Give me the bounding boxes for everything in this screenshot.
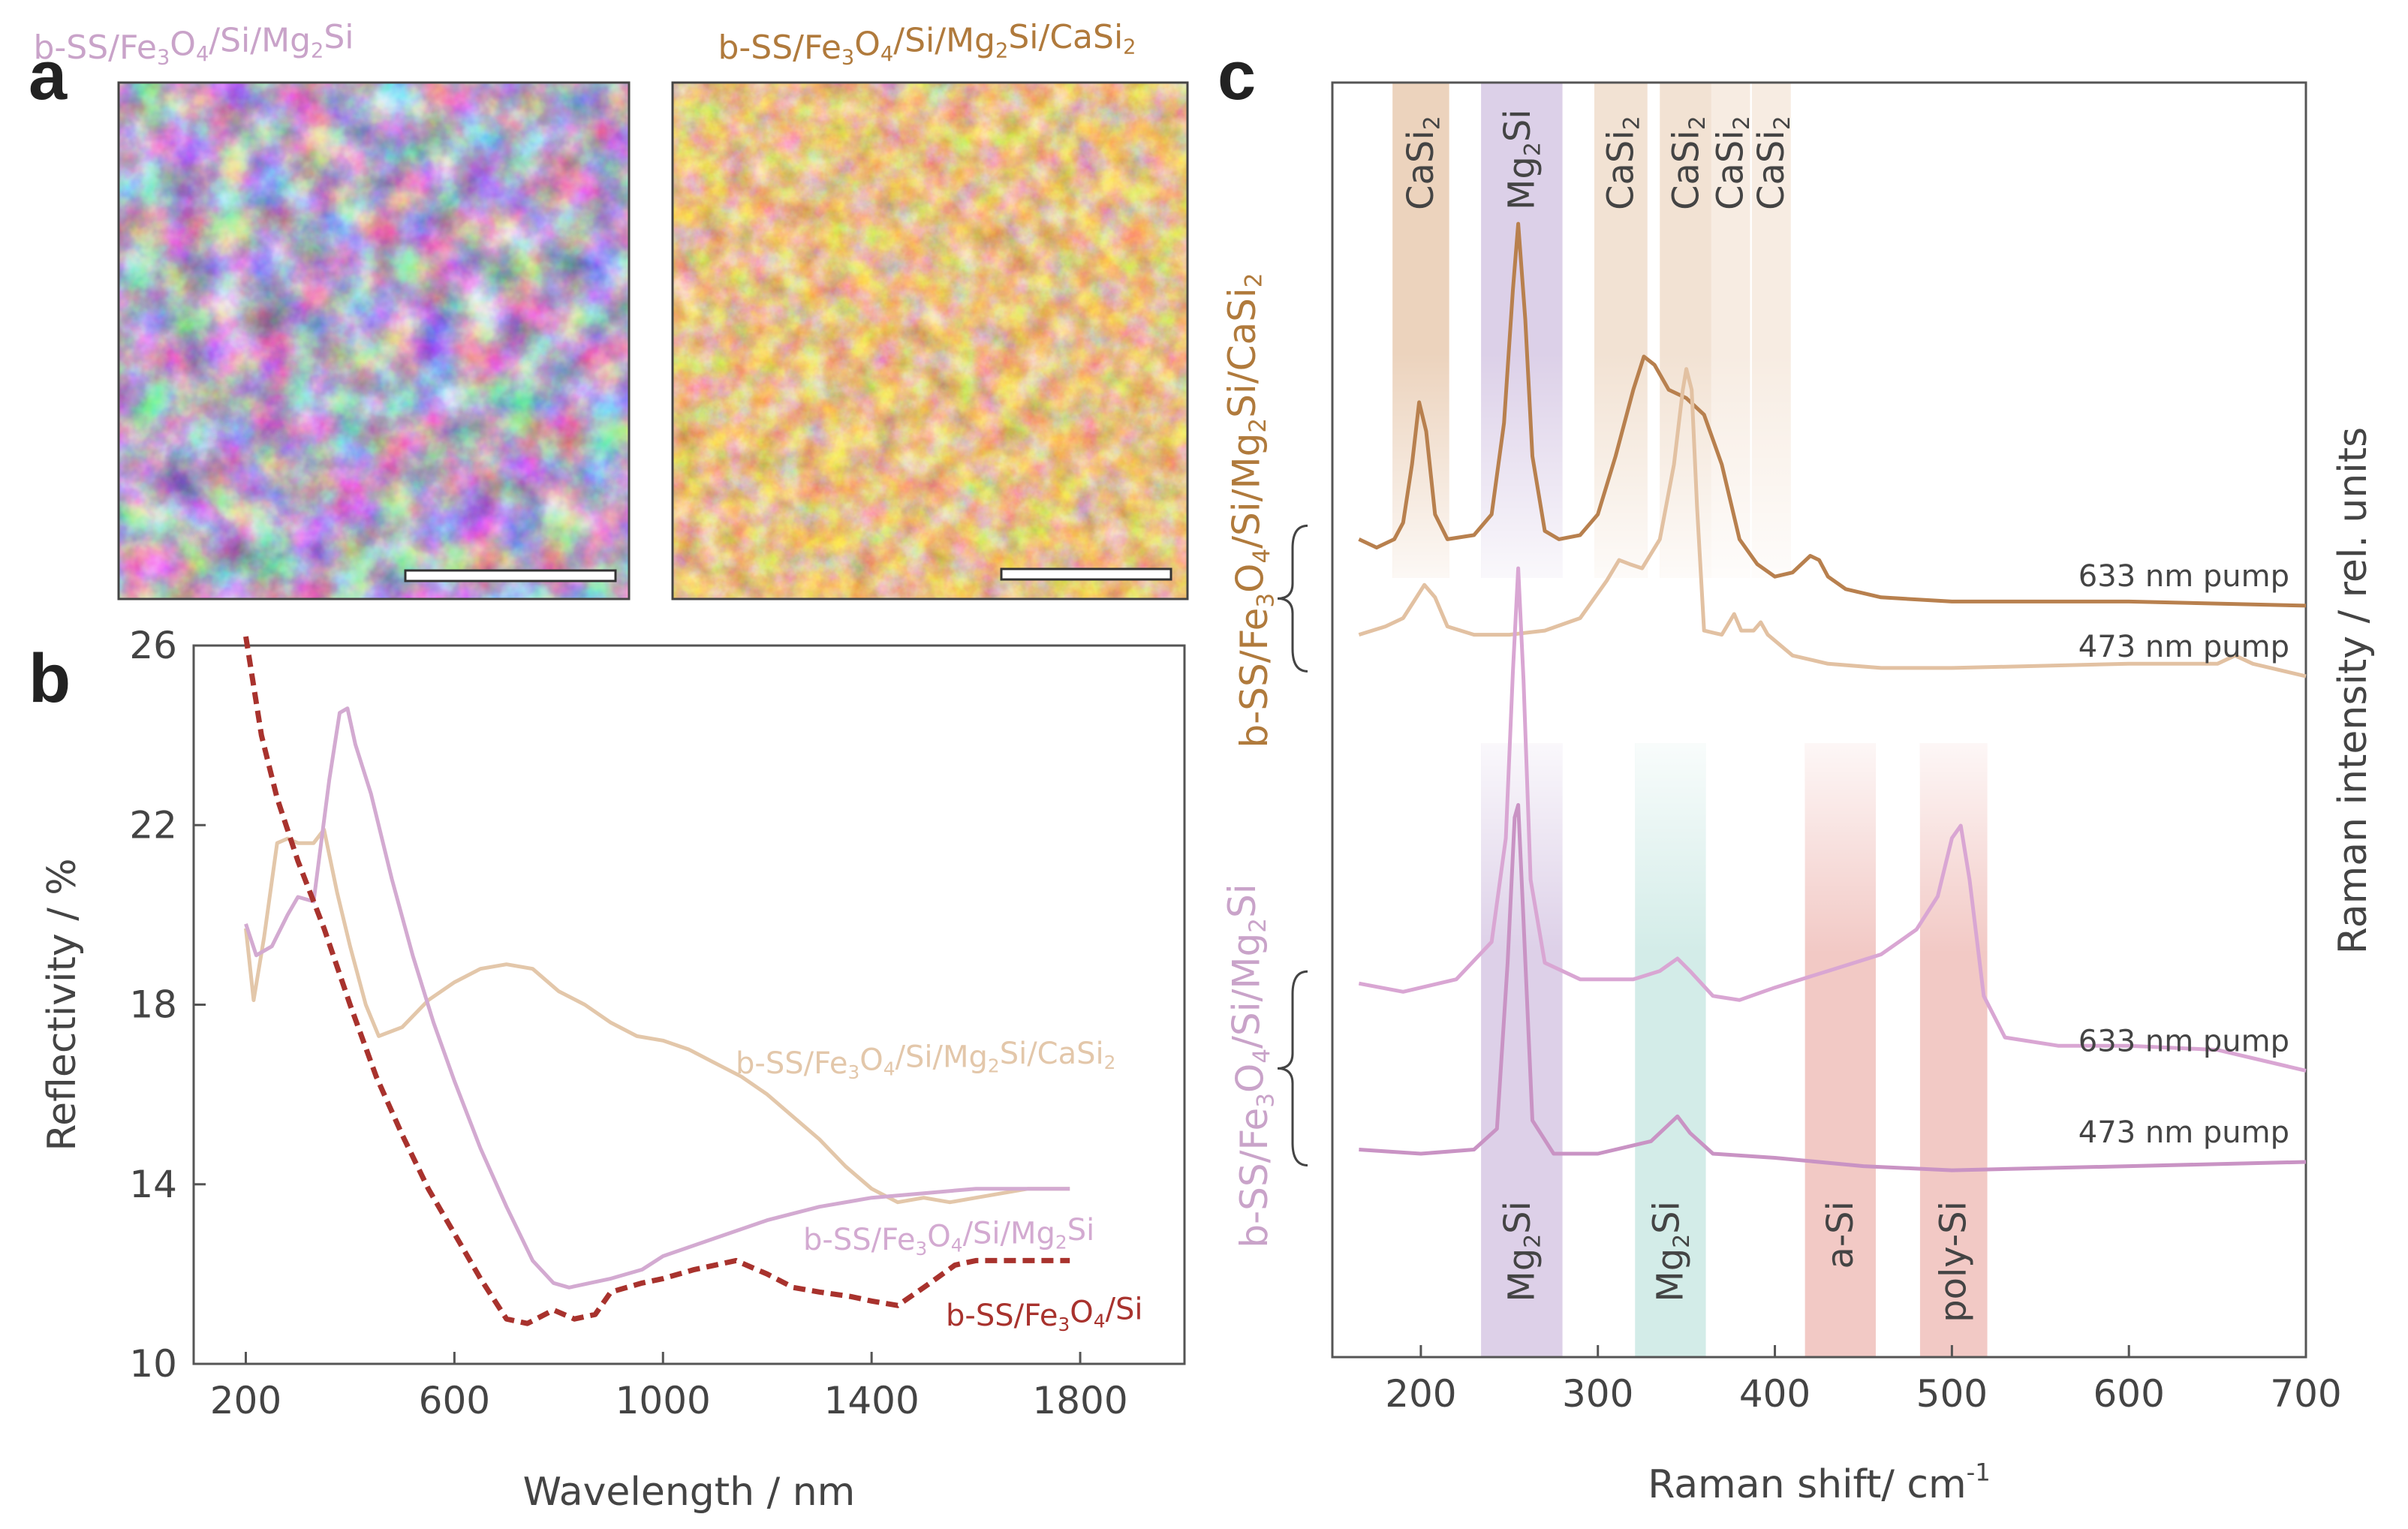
reflectivity-series-line [244, 827, 1070, 1205]
panel-letter-c: c [1218, 38, 1256, 114]
x-tick-label: 1400 [824, 1379, 920, 1422]
x-tick-label: 700 [2270, 1372, 2341, 1416]
raman-chart: CaSi2Mg2SiCaSi2CaSi2CaSi2CaSi2Mg2SiMg2Si… [1221, 81, 2376, 1507]
raman-band-label: CaSi2 [1666, 116, 1711, 210]
raman-band-fade [1635, 743, 1706, 953]
group-bracket-label: b-SS/Fe3O4/Si/Mg2Si/CaSi2 [1221, 272, 1280, 748]
pump-label: 473 nm pump [2078, 630, 2289, 664]
scale-bar [404, 569, 617, 582]
sem-image-right-title: b-SS/Fe3O4/Si/Mg2Si/CaSi2 [718, 18, 1136, 70]
x-tick-label: 200 [1385, 1372, 1456, 1416]
panel-letter-a: a [29, 38, 68, 114]
y-axis-title: Reflectivity / % [40, 858, 85, 1151]
pump-label: 473 nm pump [2078, 1115, 2289, 1150]
raman-series-line [1358, 367, 2307, 679]
x-tick-label: 1000 [616, 1379, 711, 1422]
raman-band-label: CaSi2 [1600, 116, 1645, 210]
y-tick-label: 10 [129, 1342, 177, 1386]
raman-band-label: a-Si [1820, 1201, 1862, 1269]
x-tick-label: 600 [2093, 1372, 2164, 1416]
raman-band-fade [1751, 353, 1791, 578]
x-tick-label: 500 [1916, 1372, 1988, 1416]
series-label: b-SS/Fe3O4/Si/Mg2Si/CaSi2 [736, 1037, 1115, 1083]
raman-band-fade [1594, 353, 1648, 578]
y-tick-label: 18 [129, 983, 177, 1027]
group-bracket-label: b-SS/Fe3O4/Si/Mg2Si [1221, 883, 1280, 1248]
y-tick-label: 14 [129, 1163, 177, 1206]
raman-series-line [1359, 802, 2307, 1172]
series-label: b-SS/Fe3O4/Si/Mg2Si [803, 1213, 1094, 1260]
y-tick-label: 22 [129, 803, 177, 847]
y-axis-title: Raman intensity / rel. units [2331, 427, 2376, 954]
x-axis-title: Raman shift/ cm-1 [1648, 1458, 1991, 1507]
sem-image-left [117, 81, 631, 600]
sem-image-right [671, 81, 1189, 600]
series-label: b-SS/Fe3O4/Si [946, 1292, 1143, 1335]
raman-band-fade [1481, 353, 1563, 578]
sem-image-left-title: b-SS/Fe3O4/Si/Mg2Si [33, 18, 354, 70]
scale-bar [1000, 567, 1172, 581]
x-tick-label: 1800 [1032, 1379, 1127, 1422]
raman-band-fade [1392, 353, 1449, 578]
raman-band-label: CaSi2 [1750, 116, 1795, 210]
x-tick-label: 200 [210, 1379, 281, 1422]
raman-band-label: CaSi2 [1710, 116, 1755, 210]
panel-letter-b: b [29, 640, 71, 717]
pump-label: 633 nm pump [2078, 559, 2289, 594]
pump-label: 633 nm pump [2078, 1024, 2289, 1058]
plot-frame [192, 644, 1186, 1365]
reflectivity-series-line [243, 636, 1070, 1326]
raman-series-line [1358, 566, 2307, 1073]
raman-series-line [1358, 221, 2307, 608]
raman-band-label: poly-Si [1933, 1201, 1975, 1323]
x-tick-label: 600 [419, 1379, 490, 1422]
y-tick-label: 26 [129, 624, 177, 667]
raman-band-fade [1804, 743, 1876, 953]
raman-band-label: Mg2Si [1497, 1201, 1546, 1302]
x-axis-title: Wavelength / nm [523, 1470, 856, 1515]
reflectivity-series-line [244, 706, 1070, 1290]
raman-band-label: Mg2Si [1497, 109, 1546, 210]
raman-band-label: CaSi2 [1400, 116, 1445, 210]
plot-frame [1331, 81, 2307, 1359]
raman-band-fade [1919, 743, 1988, 953]
group-bracket [1277, 524, 1308, 673]
x-tick-label: 300 [1562, 1372, 1633, 1416]
raman-band-fade [1711, 353, 1750, 578]
reflectivity-chart: 200 600 1000 1400 1800 10 14 18 22 26 b-SS/Fe3O4/… [40, 624, 1186, 1515]
group-bracket [1277, 970, 1308, 1167]
raman-band-label: Mg2Si [1645, 1201, 1694, 1302]
x-tick-label: 400 [1739, 1372, 1811, 1416]
